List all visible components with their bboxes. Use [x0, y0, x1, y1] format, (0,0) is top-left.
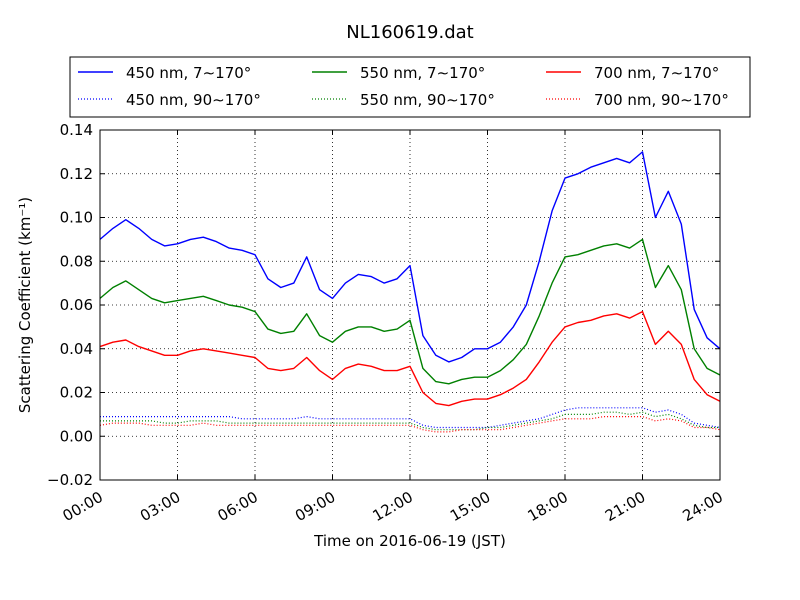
legend-label: 550 nm, 7∼170° — [360, 64, 485, 82]
grid — [100, 130, 720, 480]
y-tick-label: 0.14 — [60, 121, 93, 139]
chart-title: NL160619.dat — [346, 22, 473, 43]
y-axis-label: Scattering Coefficient (km⁻¹) — [16, 197, 34, 413]
y-tick-label: 0.00 — [60, 427, 93, 445]
legend-label: 700 nm, 90∼170° — [594, 91, 729, 109]
y-tick-label: 0.04 — [60, 340, 93, 358]
y-tick-label: 0.08 — [60, 252, 93, 270]
x-axis-label: Time on 2016-06-19 (JST) — [313, 532, 506, 550]
y-tick-label: −0.02 — [47, 471, 93, 489]
legend-frame — [69, 56, 751, 118]
y-tick-label: 0.10 — [60, 209, 93, 227]
series-line-solid-0 — [99, 151, 721, 363]
series-layer — [99, 151, 721, 433]
y-tick-label: 0.02 — [60, 384, 93, 402]
y-tick-label: 0.06 — [60, 296, 93, 314]
legend-label: 450 nm, 90∼170° — [126, 91, 261, 109]
series-line-solid-1 — [99, 238, 721, 385]
legend-label: 700 nm, 7∼170° — [594, 64, 719, 82]
y-tick-label: 0.12 — [60, 165, 93, 183]
legend: 450 nm, 7∼170° 550 nm, 7∼170° 700 nm, 7∼17… — [69, 56, 751, 118]
series-line-solid-2 — [99, 310, 721, 407]
legend-label: 550 nm, 90∼170° — [360, 91, 495, 109]
series-line-dotted-5 — [99, 416, 721, 433]
legend-label: 450 nm, 7∼170° — [126, 64, 251, 82]
